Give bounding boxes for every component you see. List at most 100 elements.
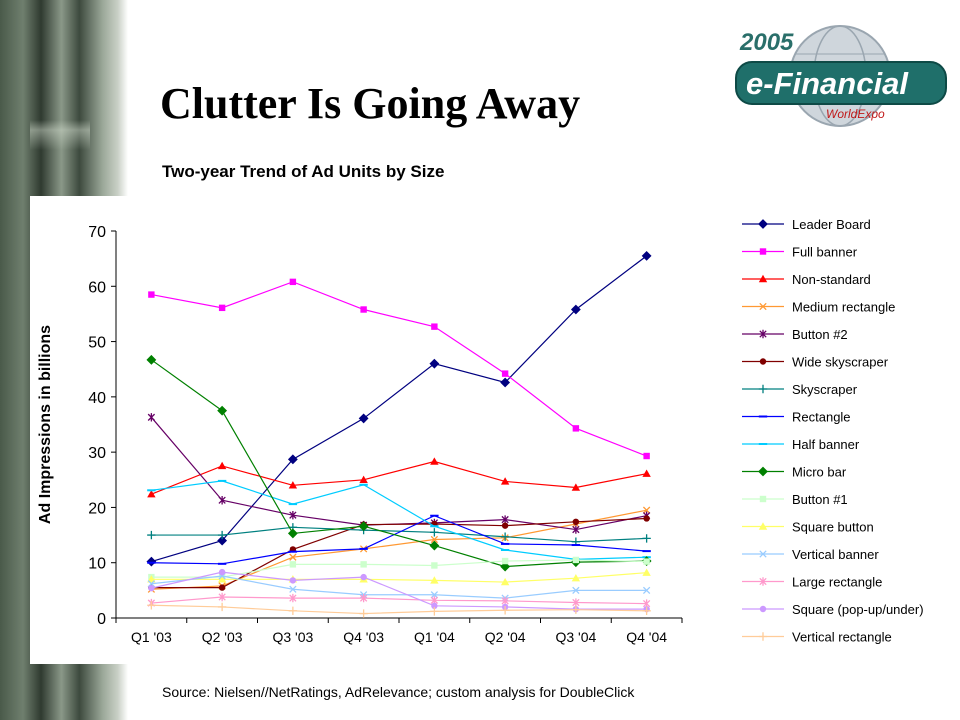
data-point [759,329,767,339]
data-point [759,302,767,311]
data-point [146,556,157,567]
legend-label: Vertical banner [792,547,879,562]
data-point [643,558,650,565]
data-point [572,425,580,432]
data-point [429,358,440,369]
svg-text:e-Financial: e-Financial [746,66,909,101]
series-line [151,596,647,605]
data-point [642,469,651,477]
data-point [218,584,226,591]
data-point [147,601,156,610]
data-point [360,306,367,313]
data-point [571,605,581,614]
line-chart: 0 10 20 30 40 50 60 70 Q1 '03 Q2 '03 Q3 '03 Q4 '03 Q… [37,217,924,645]
data-point [360,573,367,581]
data-point [758,466,768,477]
series-line [151,517,647,589]
y-tick-label: 40 [88,390,106,407]
data-point [289,577,297,584]
data-point [148,291,155,298]
data-point [758,632,768,641]
data-point [287,454,298,465]
x-tick-label: Q1 '03 [131,629,172,645]
data-point [500,532,510,541]
data-point [571,483,581,491]
data-point [572,598,580,607]
data-point [430,591,439,599]
data-point [500,577,510,586]
data-point [642,606,651,616]
y-tick-label: 20 [88,500,106,517]
data-point [218,304,226,312]
data-point [431,323,438,330]
data-point [358,521,369,532]
data-point [642,534,651,543]
svg-text:2005: 2005 [739,29,794,56]
data-point [359,475,368,483]
legend-label: Square button [792,520,874,535]
data-point [217,602,227,612]
data-point [289,593,297,603]
data-point [643,515,650,522]
data-point [217,530,227,540]
data-point [501,557,509,565]
data-point [570,304,581,315]
data-point [289,510,297,520]
source-note: Source: Nielsen//NetRatings, AdRelevance… [162,684,635,700]
series-13 [147,592,651,608]
series-7 [147,514,651,565]
data-point [571,573,581,582]
data-point [217,461,227,470]
legend-label: Square (pop-up/under) [792,602,924,617]
chart-panel: 0 10 20 30 40 50 60 70 Q1 '03 Q2 '03 Q3 '03 Q4 '03 Q… [30,196,945,664]
x-tick-label: Q2 '03 [202,629,243,645]
data-point [218,592,226,602]
data-point [758,274,768,283]
series-15 [147,601,651,618]
data-point [218,496,226,505]
data-point [430,576,439,584]
series-11 [147,568,651,586]
series-line [151,480,647,560]
series-line [151,460,647,495]
data-point [287,528,298,539]
data-point [358,413,369,424]
x-tick-label: Q4 '04 [626,629,667,645]
legend-label: Half banner [792,437,860,452]
series-2 [147,457,651,498]
data-point [572,518,580,526]
data-point [359,609,368,618]
data-point [758,384,768,394]
data-point [759,605,767,613]
y-axis-title: Ad Impressions in billions [37,325,54,524]
legend-label: Vertical rectangle [792,630,892,645]
data-point [430,457,439,465]
legend-label: Wide skyscraper [792,355,889,370]
series-6 [147,523,651,546]
data-point [759,248,767,255]
legend-label: Button #1 [792,492,848,507]
x-tick-label: Q3 '03 [272,629,313,645]
data-point [289,553,297,561]
data-point [500,561,511,572]
legend-label: Full banner [792,245,858,260]
series-line [151,572,647,583]
data-point [758,219,768,229]
legend-label: Non-standard [792,272,871,287]
data-point [643,452,650,460]
y-tick-label: 10 [88,556,106,573]
data-point [148,584,155,592]
data-point [288,481,298,489]
series-line [151,604,647,615]
data-point [642,568,651,576]
legend-label: Leader Board [792,217,871,232]
series-line [151,571,647,610]
data-point [501,370,509,377]
data-point [759,495,767,503]
data-point [759,577,767,586]
y-tick-label: 30 [88,445,106,462]
data-point [360,561,367,568]
data-point [217,535,228,546]
series-8 [147,479,651,561]
data-point [431,602,438,610]
